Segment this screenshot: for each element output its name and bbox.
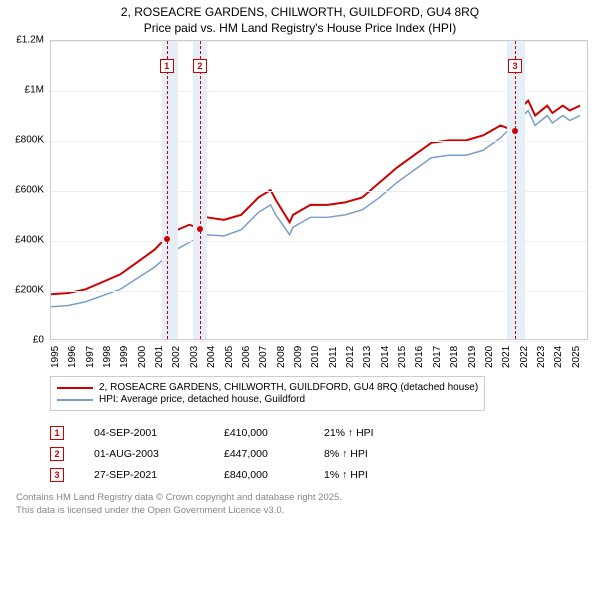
x-tick-label: 2020 — [484, 346, 495, 368]
y-tick-label: £400K — [15, 235, 44, 246]
transaction-date: 27-SEP-2021 — [94, 469, 194, 481]
marker-dot — [164, 236, 170, 242]
x-tick-label: 2015 — [397, 346, 408, 368]
x-tick-label: 1998 — [102, 346, 113, 368]
marker-badge: 2 — [193, 59, 207, 73]
x-tick-label: 2012 — [345, 346, 356, 368]
x-tick-label: 2010 — [310, 346, 321, 368]
x-tick-label: 2023 — [536, 346, 547, 368]
legend-label: HPI: Average price, detached house, Guil… — [99, 394, 305, 405]
x-tick-label: 2000 — [137, 346, 148, 368]
transaction-price: £447,000 — [224, 448, 294, 460]
x-tick-label: 2005 — [224, 346, 235, 368]
x-tick-label: 1999 — [119, 346, 130, 368]
transaction-date: 01-AUG-2003 — [94, 448, 194, 460]
legend: 2, ROSEACRE GARDENS, CHILWORTH, GUILDFOR… — [50, 376, 485, 411]
legend-item: HPI: Average price, detached house, Guil… — [57, 394, 478, 405]
x-tick-label: 2008 — [276, 346, 287, 368]
x-axis-labels: 1995 1996 1997 1998 1999 2000 2001 2002 2003 2004… — [50, 342, 588, 370]
x-tick-label: 2016 — [414, 346, 425, 368]
x-tick-label: 2001 — [154, 346, 165, 368]
marker-badge: 1 — [160, 59, 174, 73]
y-tick-label: £800K — [15, 135, 44, 146]
transaction-date: 04-SEP-2001 — [94, 427, 194, 439]
legend-swatch — [57, 399, 93, 401]
transaction-marker: 3 — [50, 468, 64, 482]
series-property — [51, 101, 580, 295]
x-tick-label: 2009 — [293, 346, 304, 368]
y-tick-label: £200K — [15, 285, 44, 296]
title-line-2: Price paid vs. HM Land Registry's House … — [8, 21, 592, 37]
y-tick-label: £0 — [33, 335, 44, 346]
x-tick-label: 2006 — [241, 346, 252, 368]
legend-item: 2, ROSEACRE GARDENS, CHILWORTH, GUILDFOR… — [57, 382, 478, 393]
series-hpi — [51, 111, 580, 307]
x-tick-label: 2013 — [362, 346, 373, 368]
highlight-band — [162, 41, 178, 339]
transaction-pct: 8% ↑ HPI — [324, 448, 424, 460]
x-tick-label: 2021 — [501, 346, 512, 368]
title-line-1: 2, ROSEACRE GARDENS, CHILWORTH, GUILDFOR… — [8, 5, 592, 21]
attribution: Contains HM Land Registry data © Crown c… — [16, 492, 584, 517]
x-tick-label: 2024 — [553, 346, 564, 368]
transactions-table: 1 04-SEP-2001 £410,000 21% ↑ HPI 2 01-AUG-200… — [50, 426, 592, 482]
x-tick-label: 2003 — [189, 346, 200, 368]
y-tick-label: £1.2M — [16, 35, 44, 46]
y-axis-labels: £0£200K£400K£600K£800K£1M£1.2M — [8, 40, 48, 340]
x-tick-label: 2018 — [449, 346, 460, 368]
chart-title: 2, ROSEACRE GARDENS, CHILWORTH, GUILDFOR… — [8, 5, 592, 36]
transaction-pct: 1% ↑ HPI — [324, 469, 424, 481]
transaction-price: £840,000 — [224, 469, 294, 481]
transaction-marker: 1 — [50, 426, 64, 440]
marker-line — [200, 41, 201, 339]
marker-line — [515, 41, 516, 339]
y-tick-label: £1M — [25, 85, 44, 96]
x-tick-label: 2025 — [571, 346, 582, 368]
x-tick-label: 2007 — [258, 346, 269, 368]
legend-label: 2, ROSEACRE GARDENS, CHILWORTH, GUILDFOR… — [99, 382, 478, 393]
transaction-pct: 21% ↑ HPI — [324, 427, 424, 439]
x-tick-label: 1995 — [50, 346, 61, 368]
x-tick-label: 2011 — [328, 347, 339, 369]
attribution-line-2: This data is licensed under the Open Gov… — [16, 505, 584, 517]
x-tick-label: 2022 — [519, 346, 530, 368]
marker-badge: 3 — [508, 59, 522, 73]
x-tick-label: 2019 — [467, 346, 478, 368]
x-tick-label: 2014 — [380, 346, 391, 368]
legend-swatch — [57, 387, 93, 389]
x-tick-label: 1997 — [85, 346, 96, 368]
chart-area: £0£200K£400K£600K£800K£1M£1.2M 123 19951… — [8, 40, 592, 370]
x-tick-label: 1996 — [67, 346, 78, 368]
transaction-row: 3 27-SEP-2021 £840,000 1% ↑ HPI — [50, 468, 592, 482]
transaction-row: 2 01-AUG-2003 £447,000 8% ↑ HPI — [50, 447, 592, 461]
transaction-row: 1 04-SEP-2001 £410,000 21% ↑ HPI — [50, 426, 592, 440]
transaction-marker: 2 — [50, 447, 64, 461]
x-tick-label: 2004 — [206, 346, 217, 368]
x-tick-label: 2002 — [171, 346, 182, 368]
x-tick-label: 2017 — [432, 346, 443, 368]
attribution-line-1: Contains HM Land Registry data © Crown c… — [16, 492, 584, 504]
highlight-band — [507, 41, 524, 339]
transaction-price: £410,000 — [224, 427, 294, 439]
marker-line — [167, 41, 168, 339]
chart-container: 2, ROSEACRE GARDENS, CHILWORTH, GUILDFOR… — [0, 0, 600, 590]
y-tick-label: £600K — [15, 185, 44, 196]
plot-region: 1 2 3 — [50, 40, 588, 340]
